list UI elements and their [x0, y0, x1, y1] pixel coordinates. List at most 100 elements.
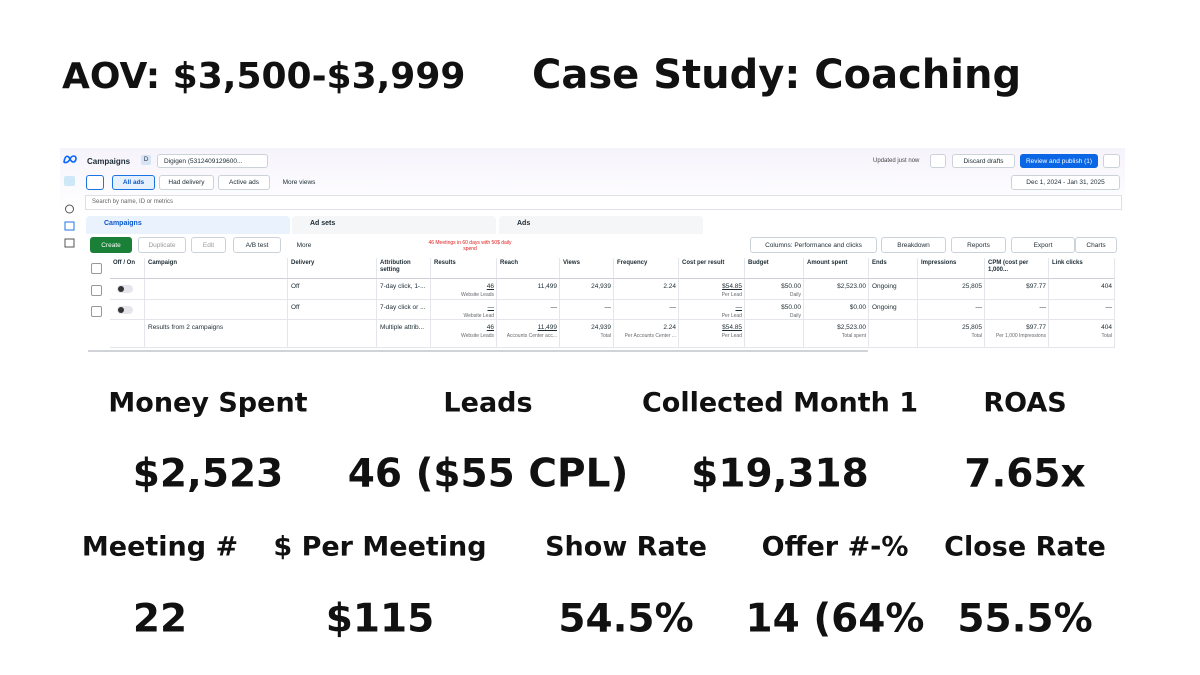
filter-button[interactable]: Had delivery — [159, 175, 214, 190]
toolbar-button[interactable]: Create — [90, 237, 132, 253]
toolbar-button[interactable]: Columns: Performance and clicks — [750, 237, 877, 253]
toolbar-button[interactable]: More — [288, 237, 320, 253]
column-header[interactable]: Impressions — [918, 258, 985, 279]
cell-text: — — [550, 304, 558, 311]
cell-border — [377, 279, 431, 300]
row-checkbox[interactable] — [91, 306, 102, 317]
search-bar[interactable]: Search by name, ID or metrics — [85, 195, 1122, 210]
cell-border — [918, 300, 985, 320]
column-header[interactable]: Frequency — [614, 258, 679, 279]
toolbar-button[interactable]: Duplicate — [138, 237, 186, 253]
column-header[interactable]: Views — [560, 258, 614, 279]
toolbar-button[interactable]: Charts — [1075, 237, 1117, 253]
cell-text: $54.85 — [722, 283, 742, 290]
cell-border — [110, 320, 145, 348]
toolbar-button[interactable]: Edit — [191, 237, 226, 253]
cell-text: $2,523.00 — [837, 324, 866, 331]
column-header[interactable]: CPM (cost per 1,000... — [985, 258, 1049, 279]
metric-value: 54.5% — [558, 596, 694, 642]
metric-value: $2,523 — [132, 451, 284, 497]
row-checkbox[interactable] — [91, 285, 102, 296]
annotation-text: 46 Meetings in 60 days with 50$ daily sp… — [428, 240, 512, 252]
account-badge: D — [141, 155, 151, 165]
cell-border — [145, 279, 288, 300]
cell-text: — — [1105, 304, 1113, 311]
date-range[interactable]: Dec 1, 2024 - Jan 31, 2025 — [1011, 175, 1120, 190]
cell-border — [679, 320, 745, 348]
filter-button[interactable]: More views — [282, 179, 316, 186]
refresh-button[interactable] — [930, 154, 946, 168]
metric-label: Leads — [443, 387, 533, 419]
search-button[interactable] — [86, 175, 104, 190]
cell-border — [745, 300, 804, 320]
cell-text: 2.24 — [663, 283, 676, 290]
cell-subtext: Accounts Center acc... — [506, 333, 557, 339]
tab[interactable]: Ads — [499, 216, 703, 234]
cell-text: Multiple attrib... — [380, 324, 425, 331]
tab[interactable]: Ad sets — [292, 216, 496, 234]
column-header[interactable]: Campaign — [145, 258, 288, 279]
cell-border — [745, 279, 804, 300]
cell-subtext: Per 1,000 Impressions — [995, 333, 1046, 339]
discard-button[interactable]: Discard drafts — [952, 154, 1015, 168]
more-button[interactable] — [1103, 154, 1120, 168]
cell-subtext: Total spent — [841, 333, 866, 339]
metric-label: Show Rate — [545, 531, 707, 563]
metric-value: 22 — [132, 596, 188, 642]
search-placeholder: Search by name, ID or metrics — [92, 199, 174, 205]
cell-text: Off — [291, 304, 300, 311]
cell-subtext: Per Lead — [721, 333, 742, 339]
column-header[interactable]: Results — [431, 258, 497, 279]
column-header[interactable]: Attribution setting — [377, 258, 431, 279]
metric-value: $19,318 — [691, 451, 869, 497]
cell-border — [804, 320, 869, 348]
cell-subtext: Website Leads — [461, 333, 494, 339]
cell-subtext: Daily — [789, 313, 801, 319]
column-header[interactable]: Budget — [745, 258, 804, 279]
toolbar-button[interactable]: Breakdown — [881, 237, 946, 253]
column-header[interactable]: Delivery — [288, 258, 377, 279]
filter-button[interactable]: All ads — [112, 175, 155, 190]
column-header[interactable]: Off / On — [110, 258, 145, 279]
cell-border — [497, 300, 560, 320]
cell-border — [145, 300, 288, 320]
cell-border — [804, 300, 869, 320]
cell-border — [869, 300, 918, 320]
cell-text: — — [735, 304, 743, 311]
cell-border — [1049, 279, 1115, 300]
cell-border — [497, 320, 560, 348]
metric-value: 7.65x — [964, 451, 1086, 497]
toggle[interactable] — [117, 285, 133, 293]
cell-text: — — [487, 304, 495, 311]
publish-button[interactable]: Review and publish (1) — [1020, 154, 1098, 168]
column-header[interactable]: Ends — [869, 258, 918, 279]
cell-text: Off — [291, 283, 300, 290]
toolbar-button[interactable]: Export — [1011, 237, 1075, 253]
cell-subtext: Total — [1101, 333, 1112, 339]
cell-text: — — [975, 304, 983, 311]
aov-heading: AOV: $3,500-$3,999 — [62, 56, 466, 97]
tab[interactable]: Campaigns — [86, 216, 290, 234]
toggle[interactable] — [117, 306, 133, 314]
cell-text: 46 — [486, 283, 494, 290]
filter-button[interactable]: Active ads — [218, 175, 270, 190]
cell-border — [110, 279, 145, 300]
cell-text: $97.77 — [1026, 324, 1046, 331]
metric-value: $115 — [325, 596, 435, 642]
metric-value: 14 (64% — [745, 596, 925, 642]
cell-border — [288, 279, 377, 300]
cell-border — [918, 320, 985, 348]
column-header[interactable]: Cost per result — [679, 258, 745, 279]
cell-border — [431, 279, 497, 300]
cell-border — [377, 320, 431, 348]
cell-border — [985, 320, 1049, 348]
toolbar-button[interactable]: Reports — [951, 237, 1006, 253]
toolbar-button[interactable]: A/B test — [233, 237, 281, 253]
cell-text: 46 — [486, 324, 494, 331]
column-header[interactable]: Amount spent — [804, 258, 869, 279]
column-header[interactable]: Reach — [497, 258, 560, 279]
cell-border — [560, 300, 614, 320]
account-selector[interactable]: Digigen (5312409129600... — [157, 154, 268, 168]
column-header[interactable]: Link clicks — [1049, 258, 1115, 279]
